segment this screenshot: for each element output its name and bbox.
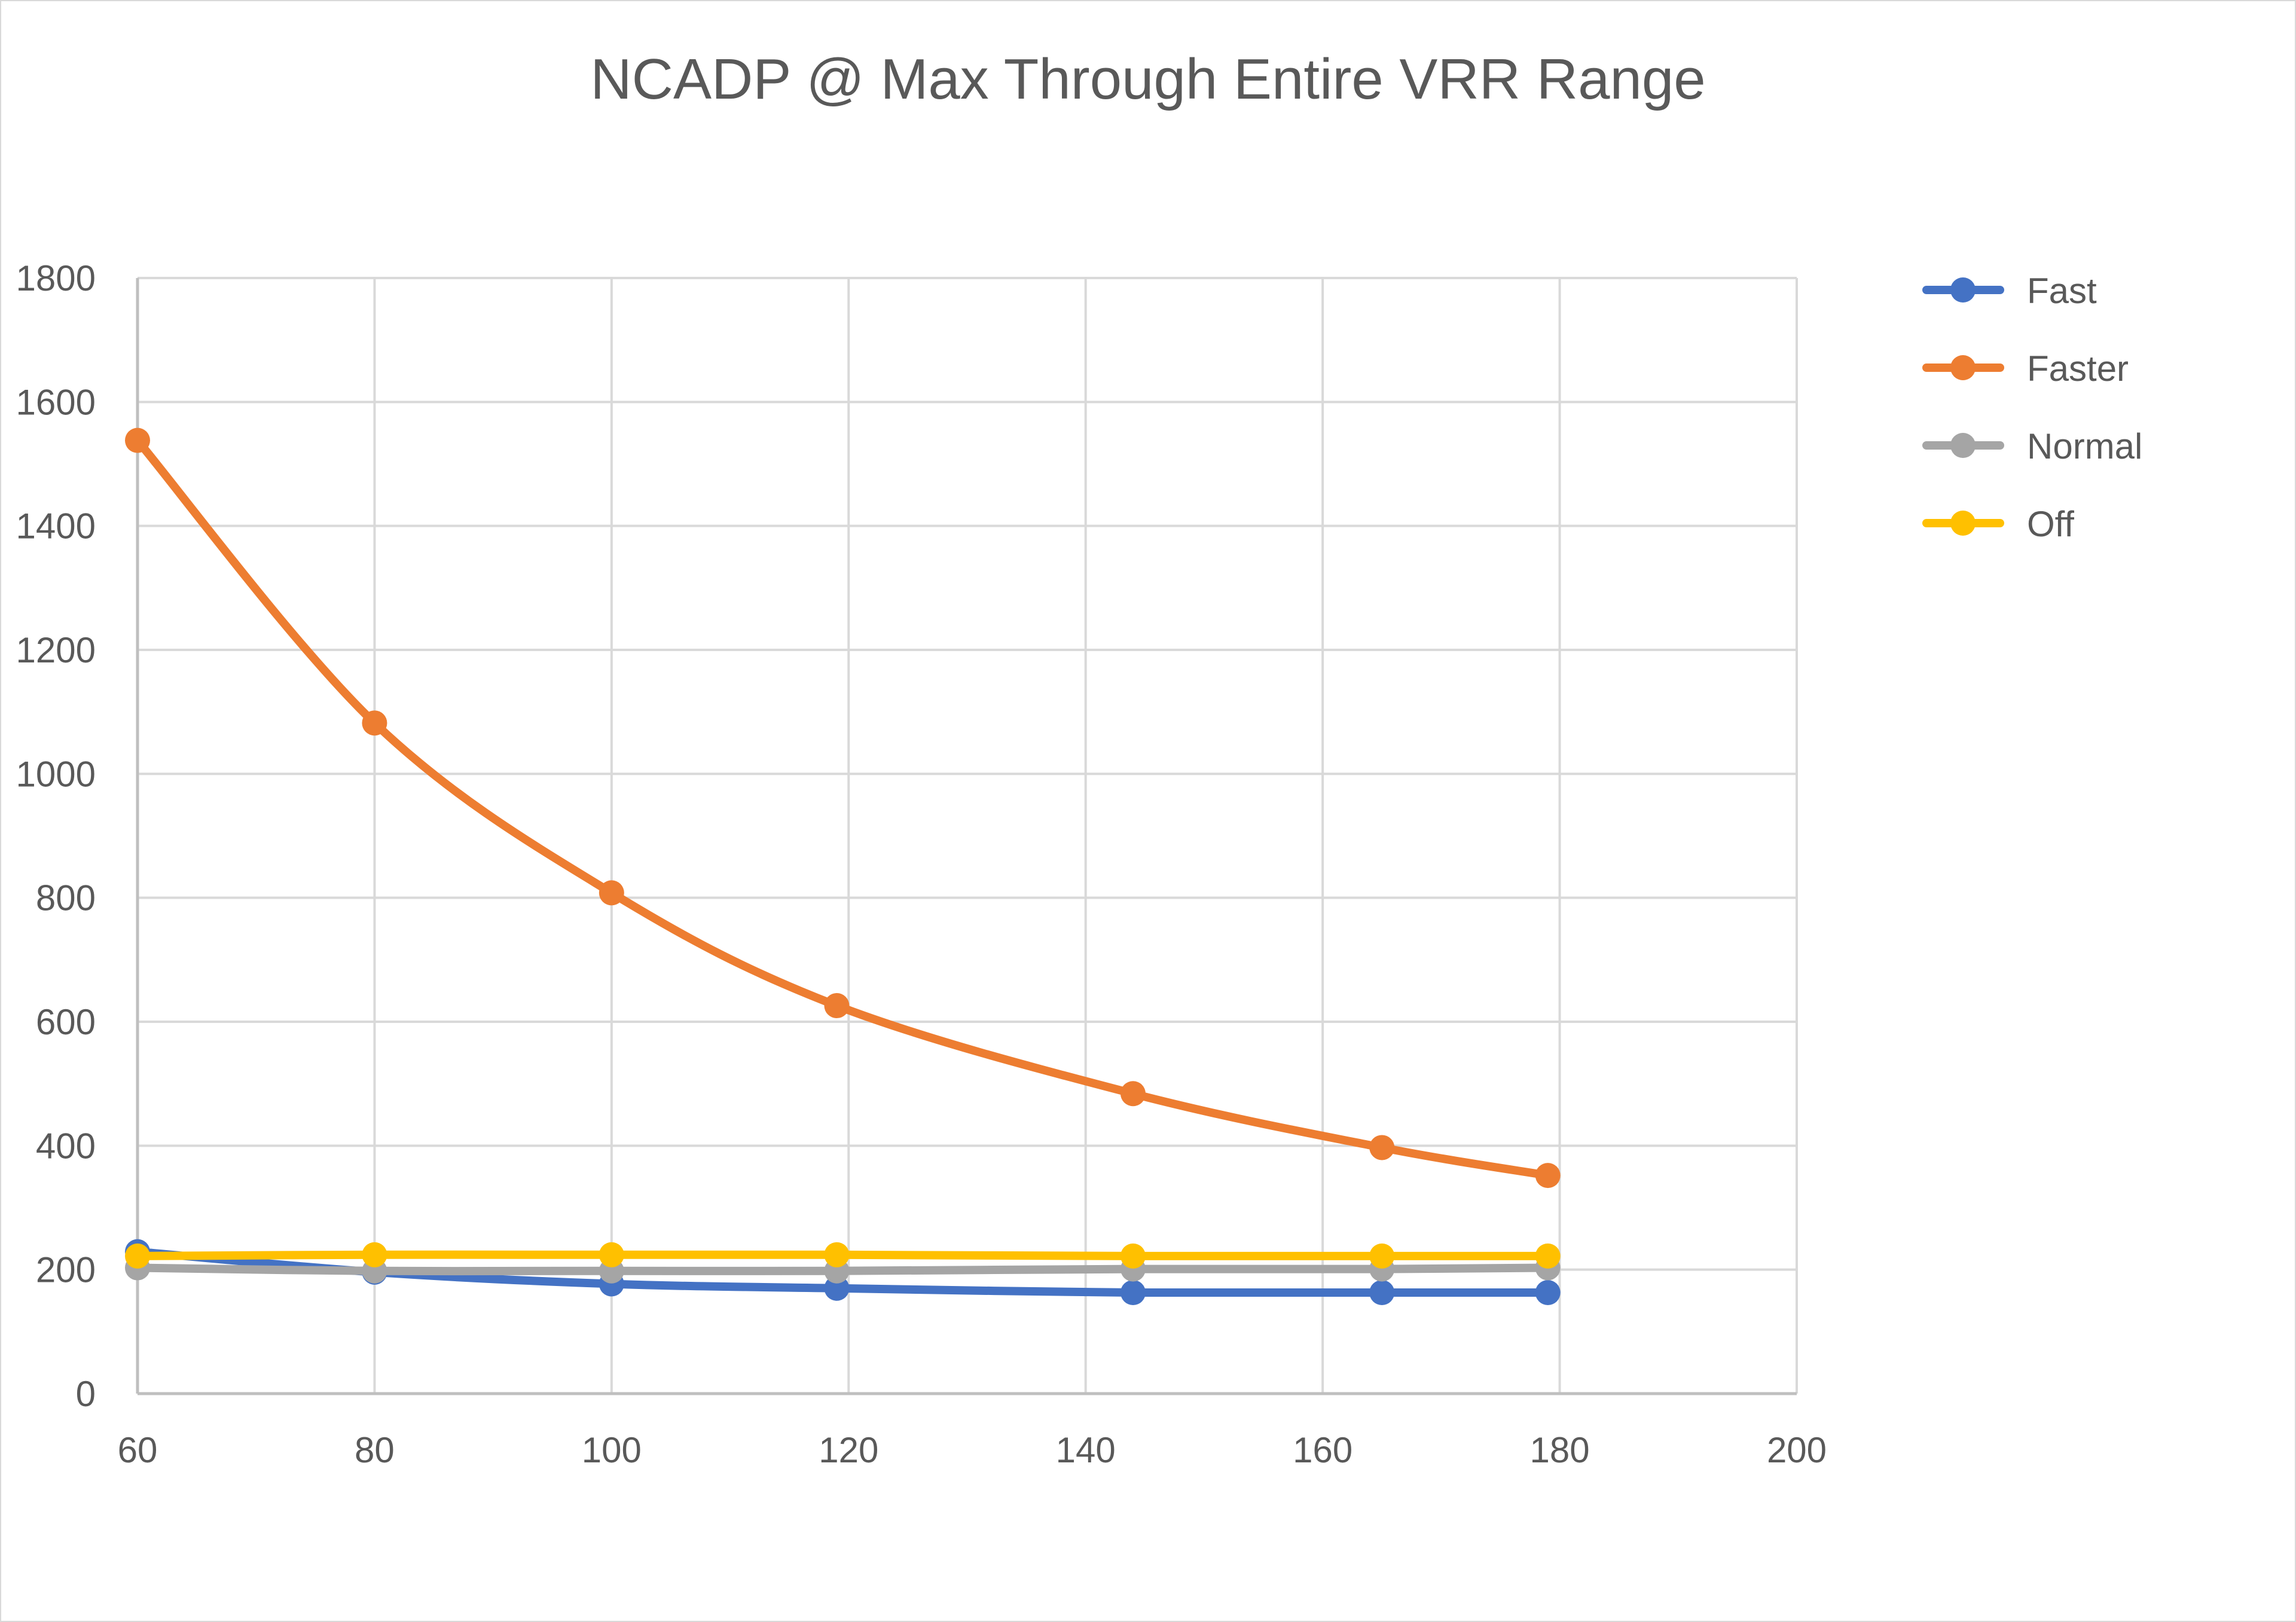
legend-label: Faster xyxy=(2027,349,2129,389)
x-tick-label: 120 xyxy=(819,1430,878,1470)
x-tick-label: 60 xyxy=(118,1430,158,1470)
legend-marker-icon xyxy=(1950,355,1976,380)
data-point-faster xyxy=(1120,1081,1146,1107)
axes xyxy=(136,278,1797,1395)
legend-item-normal: Normal xyxy=(1922,426,2142,466)
x-tick-label: 160 xyxy=(1293,1430,1352,1470)
legend-label: Fast xyxy=(2027,271,2097,311)
y-tick-label: 800 xyxy=(36,878,96,918)
data-point-fast xyxy=(1369,1280,1395,1306)
legend-item-fast: Fast xyxy=(1922,271,2097,311)
data-point-faster xyxy=(125,427,150,453)
legend: Fast Faster Normal Off xyxy=(1922,271,2142,544)
x-tick-label: 100 xyxy=(582,1430,642,1470)
y-tick-label: 1200 xyxy=(16,630,96,670)
grid-lines xyxy=(138,277,1798,1394)
y-tick-label: 1000 xyxy=(16,754,96,794)
y-tick-label: 1600 xyxy=(16,382,96,422)
legend-marker-icon xyxy=(1950,433,1976,458)
y-tick-label: 1400 xyxy=(16,506,96,546)
y-tick-label: 0 xyxy=(76,1374,96,1414)
data-point-off xyxy=(1535,1243,1561,1269)
data-point-off xyxy=(1120,1243,1146,1269)
data-point-fast xyxy=(1120,1280,1146,1306)
y-tick-label: 400 xyxy=(36,1126,96,1166)
data-point-faster xyxy=(1369,1135,1395,1160)
legend-label: Normal xyxy=(2027,426,2142,466)
series-faster xyxy=(125,427,1561,1189)
data-point-faster xyxy=(824,993,850,1019)
x-tick-label: 80 xyxy=(355,1430,395,1470)
chart-title: NCADP @ Max Through Entire VRR Range xyxy=(590,47,1705,111)
legend-marker-icon xyxy=(1950,511,1976,536)
y-tick-label: 200 xyxy=(36,1250,96,1290)
data-point-faster xyxy=(1535,1163,1561,1189)
x-tick-label: 200 xyxy=(1767,1430,1827,1470)
series-off xyxy=(125,1242,1561,1269)
x-tick-label: 140 xyxy=(1056,1430,1116,1470)
y-tick-label: 1800 xyxy=(16,258,96,298)
legend-item-faster: Faster xyxy=(1922,349,2129,389)
series-line-faster xyxy=(133,436,1552,1180)
data-point-fast xyxy=(1535,1280,1561,1306)
x-tick-label: 180 xyxy=(1530,1430,1590,1470)
data-point-off xyxy=(1369,1243,1395,1269)
data-point-off xyxy=(599,1242,624,1267)
data-point-faster xyxy=(362,710,387,736)
legend-label: Off xyxy=(2027,504,2074,544)
data-point-off xyxy=(125,1243,150,1269)
data-point-off xyxy=(362,1242,387,1267)
y-tick-label: 600 xyxy=(36,1002,96,1042)
legend-item-off: Off xyxy=(1922,504,2074,544)
data-point-fast xyxy=(824,1275,850,1301)
tick-labels: 0 200 400 600 800 1000 1200 1400 1600 1800 60 80 100… xyxy=(16,258,1827,1470)
legend-marker-icon xyxy=(1950,277,1976,303)
data-point-faster xyxy=(599,880,624,906)
data-point-off xyxy=(824,1242,850,1267)
series-group xyxy=(125,427,1561,1306)
